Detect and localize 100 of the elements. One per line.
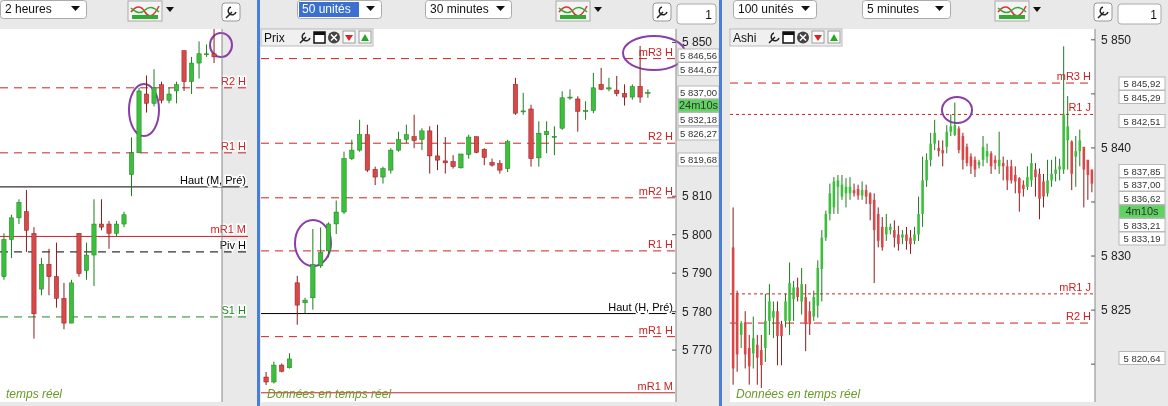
- text: temps réel: [6, 387, 63, 401]
- text: 5 837,85: [1123, 165, 1161, 177]
- candlestick: [1009, 159, 1013, 185]
- candlestick: [151, 68, 157, 107]
- candlestick: [442, 136, 448, 175]
- candlestick: [497, 159, 503, 175]
- candlestick: [211, 28, 217, 64]
- ref-line-label: R2 H: [1065, 310, 1092, 323]
- text: 2 heures: [5, 2, 52, 16]
- candlestick: [9, 214, 14, 259]
- y-tick-label: 5 840: [1101, 140, 1132, 155]
- candlestick: [614, 75, 620, 97]
- candlestick: [1054, 156, 1057, 182]
- candlestick: [204, 43, 209, 58]
- candlestick: [933, 119, 936, 151]
- text: 50 unités: [302, 2, 351, 16]
- candlestick: [388, 147, 394, 175]
- candlestick: [941, 139, 945, 167]
- ref-line-label: mR1 H: [638, 323, 674, 336]
- ref-line-label: R1 H: [647, 237, 674, 250]
- candlestick: [129, 136, 134, 197]
- y-tick-label: 5 830: [1101, 249, 1132, 264]
- text: 5 845,92: [1123, 78, 1161, 89]
- text: 5 832,18: [680, 113, 717, 125]
- y-tick-label: 5 790: [682, 266, 713, 281]
- candlestick: [435, 124, 440, 171]
- candlestick: [489, 158, 495, 168]
- candlestick: [808, 300, 812, 336]
- candlestick: [792, 280, 795, 322]
- candlestick: [520, 92, 526, 116]
- candlestick: [106, 220, 112, 250]
- candlestick: [294, 275, 300, 326]
- candlestick: [1030, 152, 1033, 188]
- candlestick: [949, 113, 953, 137]
- candlestick: [622, 83, 627, 107]
- text: 30 minutes: [430, 2, 489, 16]
- candlestick: [24, 189, 29, 253]
- text: 24m10s: [678, 99, 719, 111]
- candlestick: [751, 316, 755, 369]
- candlestick: [1078, 129, 1082, 167]
- text: 5 826,27: [680, 128, 717, 139]
- candlestick: [271, 361, 277, 385]
- candlestick: [760, 334, 763, 389]
- text: 5 837,00: [1123, 179, 1161, 190]
- text: 5 833,21: [1123, 219, 1161, 231]
- y-tick-label: 5 825: [1101, 303, 1132, 318]
- candlestick: [419, 127, 425, 151]
- text: 5 844,67: [680, 63, 717, 75]
- candlestick: [403, 124, 409, 144]
- candlestick: [885, 213, 888, 242]
- candlestick: [357, 119, 363, 153]
- text: 5 819,68: [680, 154, 717, 165]
- candlestick: [349, 139, 355, 161]
- candlestick: [189, 56, 194, 95]
- text: 5 845,29: [1123, 91, 1161, 103]
- ref-line-label: mR1 M: [210, 223, 246, 236]
- candlestick: [1046, 159, 1049, 198]
- candlestick: [796, 277, 799, 302]
- candlestick: [16, 198, 22, 225]
- candlestick: [1042, 173, 1045, 208]
- ref-line-label: R1 J: [1068, 101, 1091, 114]
- annotation: Prix: [264, 31, 285, 45]
- ref-line-label: Piv H: [219, 238, 247, 251]
- candlestick: [583, 100, 589, 121]
- ref-line-label: S1 H: [221, 303, 247, 316]
- candlestick: [466, 134, 472, 160]
- candlestick: [768, 283, 771, 336]
- text: 100 unités: [738, 2, 794, 16]
- candlestick: [756, 334, 759, 386]
- candlestick: [772, 300, 775, 339]
- text: 5 837,00: [680, 87, 717, 98]
- candlestick: [909, 229, 912, 255]
- candlestick: [590, 72, 596, 114]
- candlestick: [174, 81, 179, 104]
- candlestick: [1018, 176, 1021, 213]
- text: 5 820,64: [1123, 352, 1161, 364]
- candlestick: [333, 200, 339, 235]
- candlestick: [372, 166, 378, 186]
- y-tick-label: 5 780: [682, 304, 713, 319]
- y-tick-label: 5 800: [682, 227, 713, 242]
- text: 1: [705, 8, 713, 22]
- ref-line-label: Haut (H, Pré): [608, 300, 673, 313]
- ref-line-label: Haut (M, Pré): [179, 173, 246, 186]
- candlestick: [544, 120, 550, 154]
- candlestick: [84, 242, 89, 281]
- candlestick: [893, 219, 896, 248]
- ref-line-label: R2 H: [220, 74, 247, 87]
- text: 5 minutes: [867, 2, 920, 16]
- candlestick: [1034, 162, 1037, 198]
- candlestick: [1074, 135, 1078, 188]
- annotation: Ashi: [733, 31, 757, 45]
- candlestick: [54, 242, 59, 309]
- text: 5 842,51: [1123, 115, 1161, 127]
- candlestick: [905, 226, 908, 251]
- candlestick: [880, 216, 884, 252]
- candlestick: [396, 131, 402, 153]
- text: 5 836,62: [1123, 192, 1161, 204]
- candlestick: [1026, 165, 1029, 191]
- ref-line-label: mR1 J: [1059, 280, 1091, 293]
- text: 5 833,19: [1123, 233, 1161, 244]
